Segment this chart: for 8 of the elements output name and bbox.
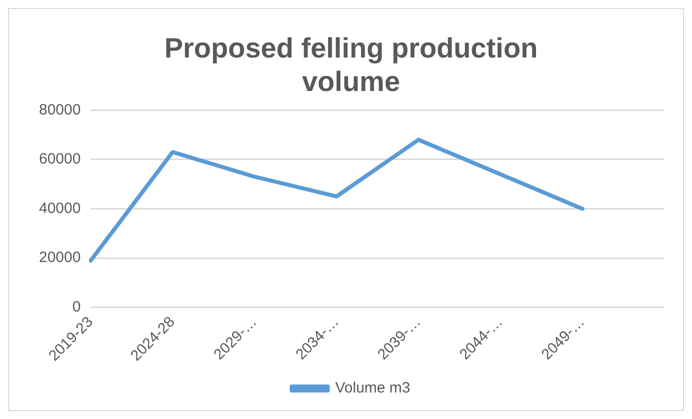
legend-label: Volume m3 [335, 380, 410, 397]
y-tick-label: 40000 [38, 200, 81, 217]
y-tick-label: 0 [72, 298, 81, 316]
y-tick-label: 80000 [38, 101, 81, 118]
y-tick-label: 60000 [38, 150, 81, 168]
text: Proposed felling production [164, 32, 538, 64]
y-tick-label: 20000 [38, 249, 81, 266]
text: volume [302, 66, 400, 98]
